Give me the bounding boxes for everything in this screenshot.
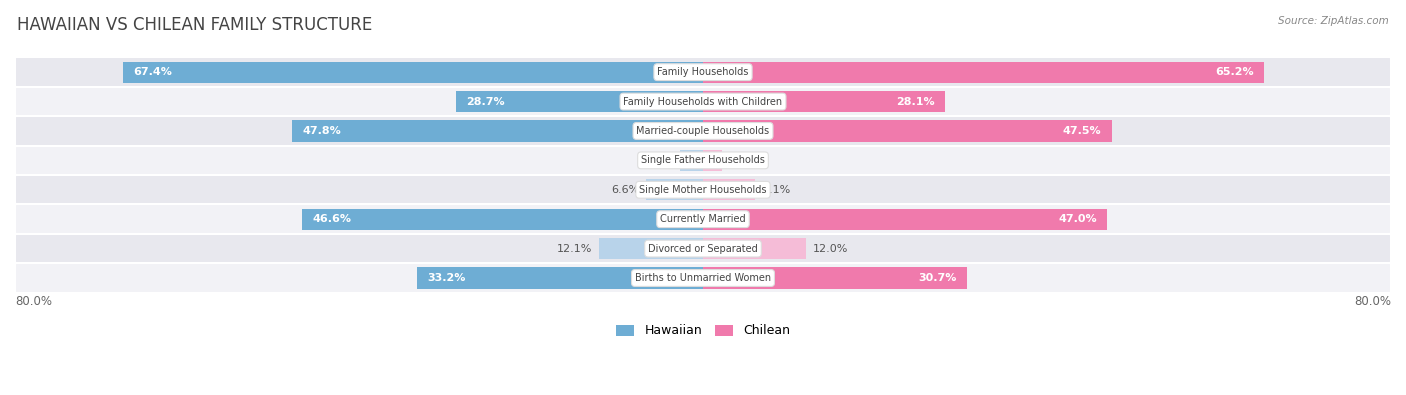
Bar xyxy=(703,209,1107,230)
Bar xyxy=(15,175,1391,205)
Bar xyxy=(647,179,703,200)
Text: 2.2%: 2.2% xyxy=(728,155,758,166)
Legend: Hawaiian, Chilean: Hawaiian, Chilean xyxy=(610,320,796,342)
Text: HAWAIIAN VS CHILEAN FAMILY STRUCTURE: HAWAIIAN VS CHILEAN FAMILY STRUCTURE xyxy=(17,16,373,34)
Bar xyxy=(703,62,1264,83)
Text: Single Father Households: Single Father Households xyxy=(641,155,765,166)
Bar xyxy=(15,205,1391,234)
Bar xyxy=(302,209,703,230)
Text: 30.7%: 30.7% xyxy=(918,273,956,283)
Text: Single Mother Households: Single Mother Households xyxy=(640,185,766,195)
Text: 33.2%: 33.2% xyxy=(427,273,467,283)
Text: 28.1%: 28.1% xyxy=(896,96,935,107)
Bar xyxy=(124,62,703,83)
Bar xyxy=(15,234,1391,263)
Text: Divorced or Separated: Divorced or Separated xyxy=(648,244,758,254)
Bar xyxy=(456,91,703,112)
Bar xyxy=(703,238,806,259)
Text: 12.1%: 12.1% xyxy=(557,244,592,254)
Bar xyxy=(292,120,703,141)
Text: 65.2%: 65.2% xyxy=(1215,67,1253,77)
Bar xyxy=(703,267,967,289)
Bar xyxy=(703,150,721,171)
Text: Currently Married: Currently Married xyxy=(661,214,745,224)
Bar xyxy=(15,57,1391,87)
Text: Births to Unmarried Women: Births to Unmarried Women xyxy=(636,273,770,283)
Text: 47.0%: 47.0% xyxy=(1059,214,1097,224)
Bar xyxy=(15,263,1391,293)
Bar xyxy=(15,87,1391,116)
Text: Married-couple Households: Married-couple Households xyxy=(637,126,769,136)
Text: 6.6%: 6.6% xyxy=(612,185,640,195)
Bar xyxy=(599,238,703,259)
Bar xyxy=(418,267,703,289)
Text: 6.1%: 6.1% xyxy=(762,185,790,195)
Bar xyxy=(15,146,1391,175)
Bar xyxy=(15,116,1391,146)
Text: 47.5%: 47.5% xyxy=(1063,126,1101,136)
Text: Family Households with Children: Family Households with Children xyxy=(623,96,783,107)
Text: Family Households: Family Households xyxy=(658,67,748,77)
Bar xyxy=(703,91,945,112)
Text: 12.0%: 12.0% xyxy=(813,244,848,254)
Text: 67.4%: 67.4% xyxy=(134,67,173,77)
Text: 28.7%: 28.7% xyxy=(467,96,505,107)
Bar xyxy=(679,150,703,171)
Bar xyxy=(703,179,755,200)
Text: 47.8%: 47.8% xyxy=(302,126,342,136)
Text: 2.7%: 2.7% xyxy=(644,155,673,166)
Text: Source: ZipAtlas.com: Source: ZipAtlas.com xyxy=(1278,16,1389,26)
Text: 80.0%: 80.0% xyxy=(1354,295,1391,308)
Bar xyxy=(703,120,1112,141)
Text: 80.0%: 80.0% xyxy=(15,295,52,308)
Text: 46.6%: 46.6% xyxy=(312,214,352,224)
